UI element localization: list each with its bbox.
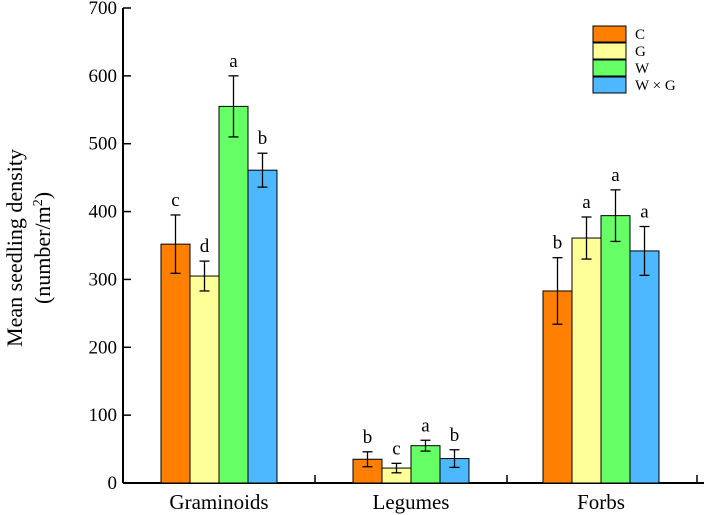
y-tick-label: 300 — [89, 269, 118, 290]
legend-swatch — [592, 25, 627, 43]
y-axis-title-superscript: 2 — [31, 199, 46, 206]
y-axis-title-line2: (number/m2) — [30, 192, 55, 304]
y-tick-label: 400 — [89, 202, 118, 223]
x-tick-label: Legumes — [373, 490, 450, 514]
significance-label: b — [553, 233, 563, 254]
significance-label: c — [392, 438, 400, 459]
significance-label: a — [229, 51, 238, 72]
legend-entry-label: W — [635, 61, 650, 77]
bar — [247, 169, 278, 484]
y-tick-label: 700 — [89, 0, 118, 19]
y-tick-label: 0 — [108, 473, 118, 494]
y-axis-title-line1: Mean seedling density — [2, 149, 27, 347]
bar — [160, 243, 191, 484]
y-tick-label: 500 — [89, 134, 118, 155]
bar — [218, 105, 249, 484]
significance-label: a — [640, 202, 649, 223]
significance-label: a — [582, 192, 591, 213]
legend-entry-label: C — [635, 27, 645, 43]
legend-swatch — [592, 59, 627, 77]
y-axis-title-close: ) — [30, 192, 55, 199]
significance-label: d — [200, 236, 210, 257]
y-tick-label: 100 — [89, 405, 118, 426]
bar — [571, 237, 602, 484]
y-tick-label: 600 — [89, 66, 118, 87]
significance-label: b — [363, 427, 373, 448]
y-axis-title: Mean seedling density (number/m2) — [2, 149, 55, 347]
bar — [189, 275, 220, 484]
x-tick-label: Forbs — [577, 490, 625, 514]
significance-label: b — [258, 128, 268, 149]
legend-swatch — [592, 42, 627, 60]
x-tick-label: Graminoids — [169, 490, 268, 514]
bar — [410, 445, 441, 484]
legend-entry-label: W × G — [635, 78, 676, 94]
significance-label: a — [611, 165, 620, 186]
significance-label: b — [450, 425, 460, 446]
bar — [629, 250, 660, 484]
y-axis-title-unit: (number/m — [30, 206, 55, 304]
significance-label: c — [171, 190, 179, 211]
bar — [600, 215, 631, 484]
legend-entry-label: G — [635, 44, 646, 60]
legend-swatch — [592, 76, 627, 94]
significance-label: a — [421, 415, 430, 436]
y-tick-label: 200 — [89, 337, 118, 358]
